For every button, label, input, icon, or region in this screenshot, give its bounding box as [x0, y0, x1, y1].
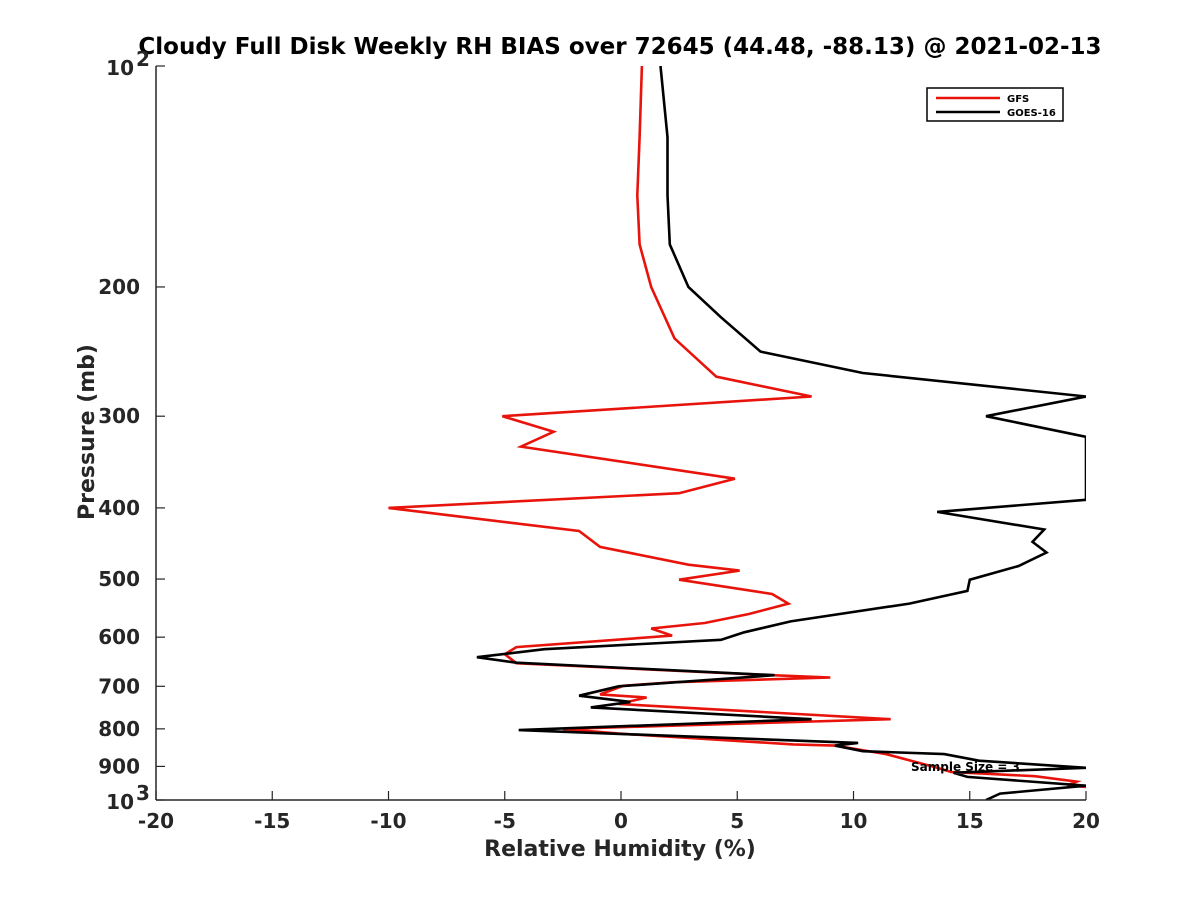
x-tick-label: 15: [956, 809, 984, 833]
legend-label: GOES-16: [1007, 108, 1056, 119]
y-tick-label: 300: [98, 404, 140, 428]
y-tick-label: 600: [98, 625, 140, 649]
y-tick-exponent: 3: [136, 781, 150, 805]
x-tick-label: -15: [254, 809, 290, 833]
y-tick-exponent: 2: [136, 47, 150, 71]
legend-box: [926, 87, 1064, 122]
y-tick-label: 800: [98, 717, 140, 741]
x-tick-label: -5: [494, 809, 516, 833]
sample-size-annotation: Sample Size = 3: [911, 760, 1020, 774]
x-tick-label: 5: [730, 809, 744, 833]
series-line-gfs: [388, 66, 1086, 789]
x-axis-label: Relative Humidity (%): [484, 837, 756, 862]
x-tick-label: 20: [1072, 809, 1100, 833]
y-tick-label: 900: [98, 754, 140, 778]
x-tick-label: 10: [840, 809, 868, 833]
x-tick-label: 0: [614, 809, 628, 833]
y-tick-label: 400: [98, 496, 140, 520]
y-tick-label: 500: [98, 567, 140, 591]
legend: GFS GOES-16: [926, 87, 1064, 122]
x-axis-ticks: -20 -15 -10 -5 0 5 10 15 20: [138, 791, 1100, 833]
y-axis-label: Pressure (mb): [75, 344, 100, 520]
x-tick-label: -20: [138, 809, 174, 833]
y-tick-label: 10: [106, 790, 134, 814]
legend-label: GFS: [1007, 94, 1029, 105]
plot-lines: [388, 66, 1086, 800]
y-tick-label: 700: [98, 674, 140, 698]
y-tick-label: 10: [106, 56, 134, 80]
series-line-goes-16: [476, 66, 1086, 800]
y-tick-label: 200: [98, 275, 140, 299]
chart-title: Cloudy Full Disk Weekly RH BIAS over 726…: [138, 34, 1101, 60]
x-tick-label: -10: [370, 809, 406, 833]
